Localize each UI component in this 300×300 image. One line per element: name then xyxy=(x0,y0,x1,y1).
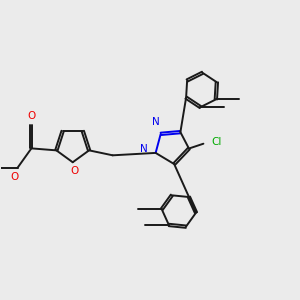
Text: N: N xyxy=(140,144,148,154)
Text: O: O xyxy=(27,111,35,121)
Text: O: O xyxy=(70,166,79,176)
Text: N: N xyxy=(152,117,160,127)
Text: O: O xyxy=(11,172,19,182)
Text: Cl: Cl xyxy=(212,136,222,146)
